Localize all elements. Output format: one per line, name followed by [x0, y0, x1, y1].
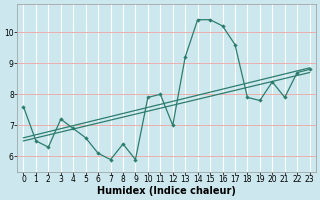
- X-axis label: Humidex (Indice chaleur): Humidex (Indice chaleur): [97, 186, 236, 196]
